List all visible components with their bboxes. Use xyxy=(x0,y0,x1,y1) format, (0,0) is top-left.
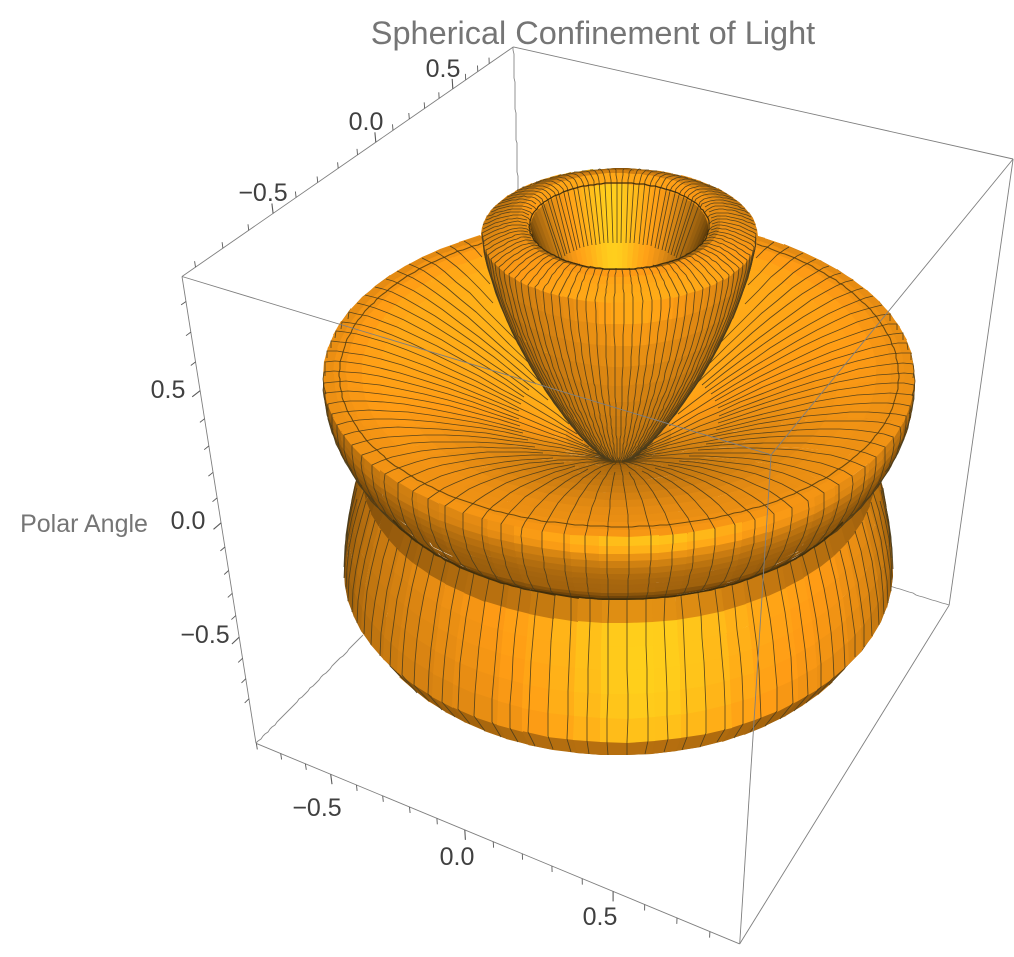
svg-text:0.5: 0.5 xyxy=(426,55,461,83)
svg-text:0.5: 0.5 xyxy=(583,903,618,931)
svg-text:0.5: 0.5 xyxy=(151,376,186,404)
svg-text:−0.5: −0.5 xyxy=(238,179,287,207)
svg-text:0.0: 0.0 xyxy=(440,843,475,871)
svg-text:0.0: 0.0 xyxy=(171,507,206,535)
svg-text:−0.5: −0.5 xyxy=(292,794,341,822)
svg-text:−0.5: −0.5 xyxy=(180,621,229,649)
svg-text:0.0: 0.0 xyxy=(349,108,384,136)
svg-text:Spherical Confinement of Light: Spherical Confinement of Light xyxy=(371,15,815,51)
svg-text:Polar Angle: Polar Angle xyxy=(20,510,148,538)
